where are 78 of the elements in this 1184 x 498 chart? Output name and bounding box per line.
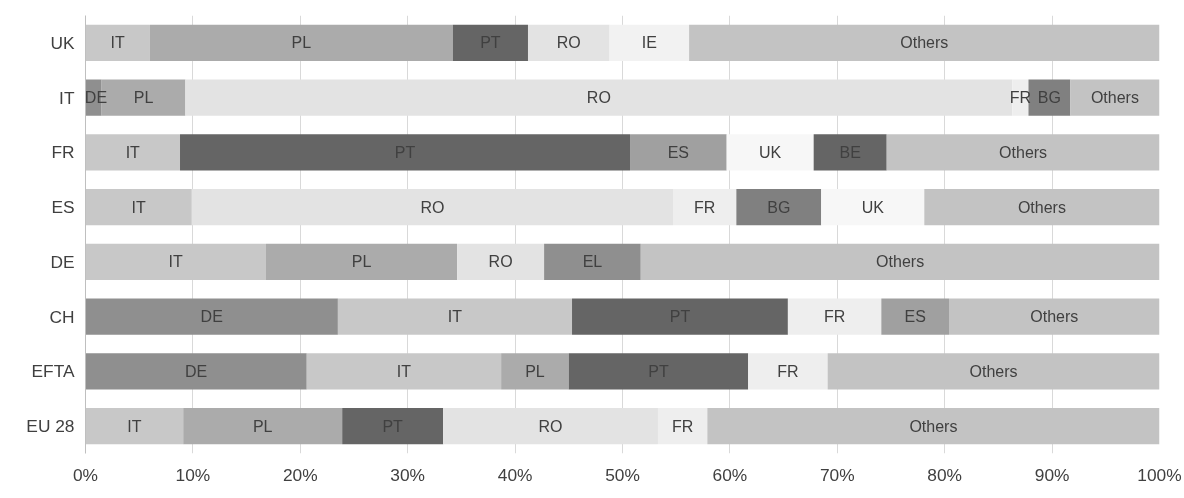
- y-tick-label: DE: [50, 251, 75, 272]
- data-label: IT: [447, 308, 463, 326]
- data-label: DE: [200, 308, 223, 326]
- bar: [85, 353, 307, 390]
- data-label: Others: [969, 362, 1018, 380]
- bar: [1070, 79, 1160, 116]
- data-label: RO: [538, 417, 563, 435]
- bar: [265, 243, 458, 280]
- data-label: RO: [586, 89, 611, 107]
- data-label: UK: [861, 198, 885, 216]
- x-tick-label: 0%: [72, 464, 99, 485]
- bar: [85, 298, 338, 335]
- y-tick-label: IT: [59, 87, 75, 108]
- x-tick-label: 60%: [712, 464, 748, 485]
- bar: [949, 298, 1160, 335]
- x-tick-label: 40%: [497, 464, 533, 485]
- x-tick-label: 70%: [819, 464, 855, 485]
- data-label: IT: [168, 253, 184, 271]
- bar: [183, 408, 343, 445]
- data-label: BG: [1037, 89, 1061, 107]
- bar: [149, 24, 453, 61]
- data-label: Others: [999, 143, 1048, 161]
- data-label: IT: [127, 417, 142, 435]
- data-label: DE: [84, 89, 108, 107]
- data-label: ES: [904, 308, 926, 326]
- bar: [342, 408, 444, 445]
- y-tick-label: UK: [50, 32, 75, 53]
- bar: [886, 134, 1160, 171]
- data-label: Others: [909, 417, 958, 435]
- bar: [689, 24, 1160, 61]
- data-label: Others: [900, 34, 949, 52]
- bar: [544, 243, 641, 280]
- data-label: PL: [291, 34, 312, 52]
- data-label: Others: [1090, 89, 1139, 107]
- data-label: IT: [396, 362, 412, 380]
- data-label: IE: [641, 34, 657, 52]
- x-tick-label: 80%: [927, 464, 963, 485]
- data-label: BG: [767, 198, 791, 216]
- data-label: Others: [876, 253, 925, 271]
- data-label: Others: [1030, 308, 1079, 326]
- y-tick-label: FR: [51, 142, 75, 163]
- data-label: IT: [110, 34, 126, 52]
- y-tick-label: ES: [51, 197, 75, 218]
- bar: [881, 298, 949, 335]
- bar: [452, 24, 528, 61]
- data-label: Others: [1017, 198, 1066, 216]
- bar: [572, 298, 788, 335]
- data-label: EL: [582, 253, 603, 271]
- x-tick-label: 100%: [1137, 464, 1182, 485]
- data-label: IT: [125, 143, 141, 161]
- data-label: RO: [556, 34, 581, 52]
- bar: [707, 408, 1160, 445]
- bar: [748, 353, 828, 390]
- data-label: RO: [488, 253, 513, 271]
- y-tick-label: EFTA: [31, 361, 75, 382]
- data-label: DE: [185, 362, 208, 380]
- bar: [527, 24, 610, 61]
- data-label: PL: [133, 89, 154, 107]
- x-tick-label: 30%: [390, 464, 426, 485]
- data-label: UK: [759, 143, 782, 161]
- data-label: IT: [131, 198, 146, 216]
- x-tick-label: 10%: [175, 464, 211, 485]
- x-tick-label: 90%: [1034, 464, 1070, 485]
- data-label: FR: [694, 198, 716, 216]
- bar: [609, 24, 690, 61]
- data-label: PL: [525, 362, 545, 380]
- data-label: PL: [351, 253, 372, 271]
- y-tick-label: EU 28: [26, 416, 75, 437]
- data-label: FR: [823, 308, 846, 326]
- data-label: PL: [252, 417, 273, 435]
- data-label: FR: [671, 417, 694, 435]
- y-tick-label: CH: [49, 306, 75, 327]
- x-tick-label: 20%: [282, 464, 318, 485]
- bar: [827, 353, 1160, 390]
- data-label: FR: [777, 362, 799, 380]
- data-label: RO: [420, 198, 445, 216]
- data-label: ES: [667, 143, 690, 161]
- x-tick-label: 50%: [605, 464, 640, 485]
